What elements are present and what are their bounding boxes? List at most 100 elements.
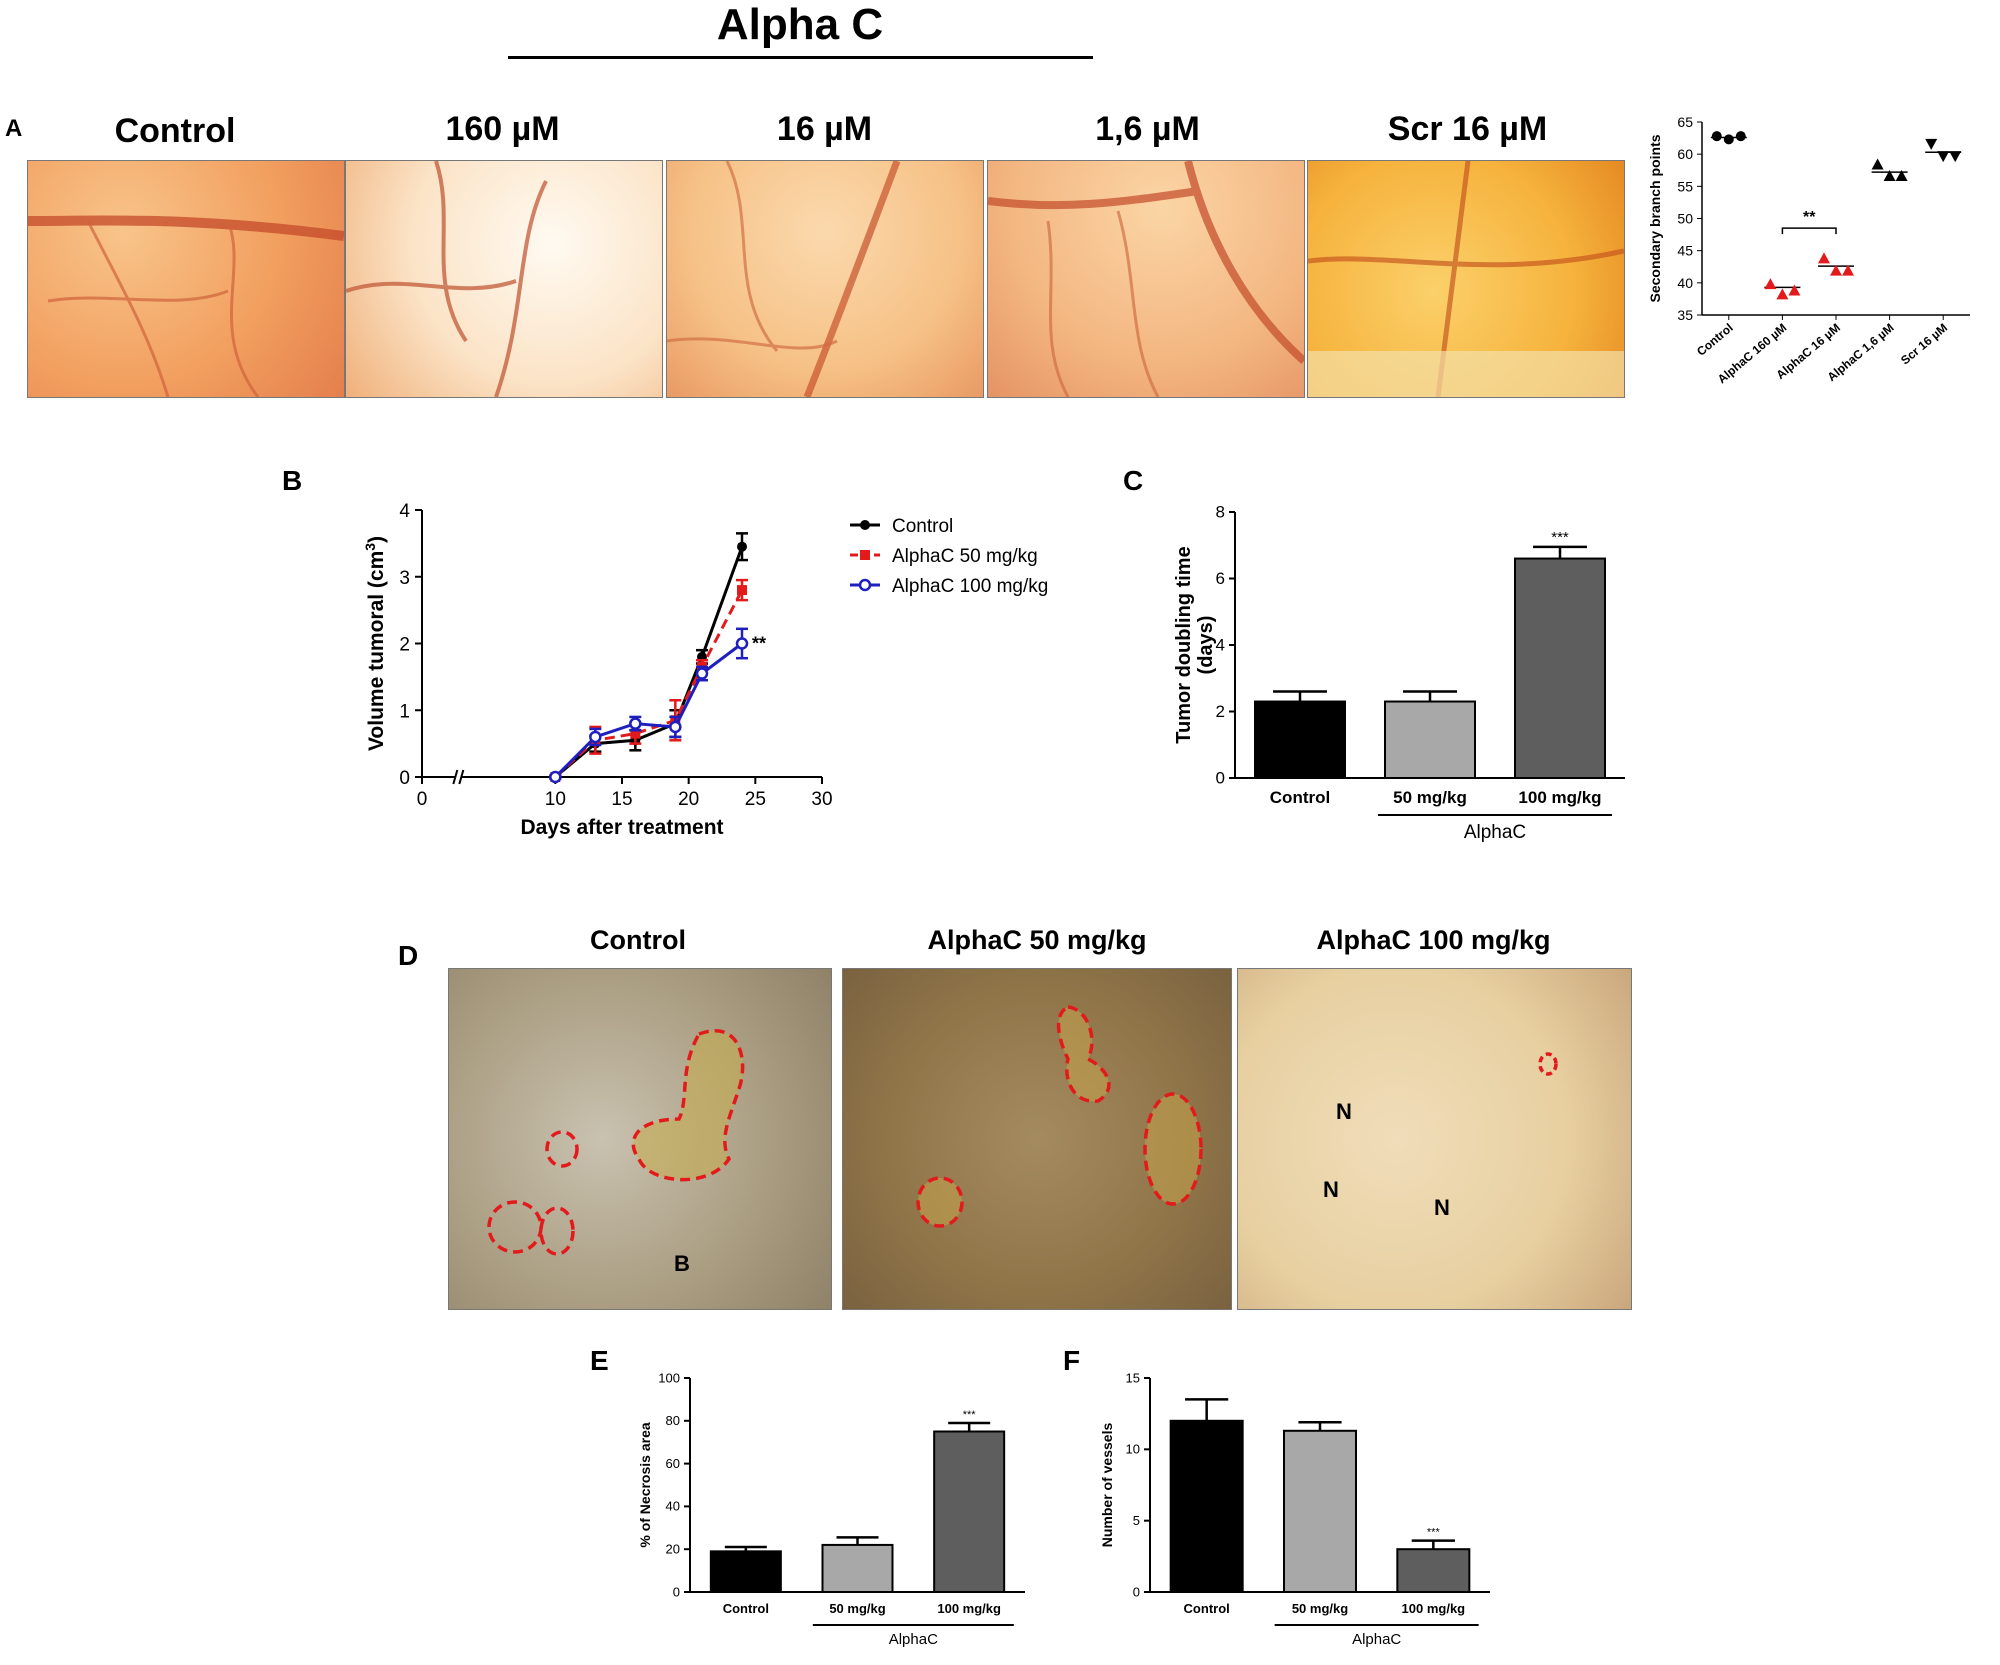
a-x-tick-label: Control	[1694, 321, 1736, 359]
b-legend-label: Control	[892, 516, 953, 537]
b-y-tick-label: 0	[399, 768, 410, 789]
C_bar-y-tick-label: 2	[1216, 702, 1225, 721]
b-y-tick-label: 2	[399, 635, 410, 656]
C_bar-x-tick-label: Control	[1270, 788, 1330, 807]
panel-letter-d: D	[398, 940, 419, 971]
cam-image-160uM	[345, 160, 663, 398]
C_bar-y-axis-label: Tumor doubling time(days)	[1173, 546, 1217, 743]
E_bar-x-tick-label: Control	[723, 1601, 769, 1616]
F_bar-y-axis-label: Number of vessels	[1099, 1423, 1115, 1548]
a-data-point	[1788, 284, 1801, 296]
b-series-line	[554, 546, 744, 779]
cam-image-1-6uM	[987, 160, 1305, 398]
histo-label-50: AlphaC 50 mg/kg	[927, 925, 1147, 955]
vessels-count-chart: 0 5 10 15 Number of vessels Control 50 mg/kg 10…	[1099, 1370, 1490, 1648]
a-significance-bracket	[1781, 227, 1837, 235]
C_bar-y-tick-label: 8	[1216, 503, 1225, 522]
histo-label-100: AlphaC 100 mg/kg	[1316, 925, 1551, 955]
b-y-tick-label: 1	[399, 701, 410, 722]
E_bar-y-tick-label: 40	[666, 1499, 680, 1514]
a-data-point	[1723, 134, 1734, 145]
histology-label-b: B	[674, 1251, 690, 1276]
cam-image-16uM	[666, 160, 984, 398]
b-data-point	[737, 585, 747, 596]
E_bar-y-tick-label: 100	[658, 1370, 680, 1385]
C_bar-x-tick-label: 100 mg/kg	[1518, 788, 1601, 807]
b-significance-label: **	[752, 634, 766, 654]
b-data-point	[735, 637, 749, 650]
a-data-point	[1895, 170, 1908, 182]
doubling-time-chart: 0 2 4 6 8 Tumor doubling time(days) Control 50 …	[1173, 503, 1625, 843]
a-y-tick-label: 55	[1677, 178, 1693, 194]
b-axis-break	[452, 769, 459, 785]
F_bar-y-tick-label: 0	[1133, 1584, 1140, 1599]
a-y-tick-label: 50	[1677, 211, 1693, 227]
col-label-control: Control	[114, 112, 236, 150]
histology-control: B	[448, 968, 832, 1310]
b-data-point	[629, 717, 642, 730]
a-y-tick-label: 65	[1677, 114, 1693, 130]
title-underline	[508, 56, 1093, 59]
E_bar-bar	[821, 1543, 894, 1593]
F_bar-x-tick-label: 50 mg/kg	[1292, 1601, 1348, 1616]
F_bar-y-tick-label: 5	[1133, 1513, 1140, 1528]
E_bar-significance-label: ***	[963, 1409, 977, 1421]
a-y-tick-label: 60	[1677, 146, 1693, 162]
C_bar-y-tick-label: 0	[1216, 769, 1225, 788]
b-x-tick-label: 30	[811, 789, 832, 810]
a-data-point	[1776, 288, 1789, 300]
F_bar-bar	[1283, 1429, 1357, 1593]
b-series-line	[554, 642, 743, 779]
panel-letter-e: E	[590, 1345, 609, 1376]
C_bar-bar	[1384, 700, 1476, 779]
col-label-1-6uM: 1,6 µM	[1095, 110, 1200, 148]
b-series-line	[554, 589, 744, 779]
histology-label-n1: N	[1336, 1099, 1352, 1124]
a-significance-label: **	[1803, 209, 1816, 226]
histo-label-control: Control	[590, 925, 686, 955]
b-legend-marker	[860, 550, 870, 560]
b-y-axis-label: Volume tumoral (cm3)	[362, 536, 388, 751]
C_bar-x-tick-label: 50 mg/kg	[1393, 788, 1467, 807]
b-x-tick-label: 25	[745, 789, 766, 810]
E_bar-y-tick-label: 60	[666, 1456, 680, 1471]
panel-letter-a: A	[5, 115, 23, 142]
E_bar-bar	[709, 1550, 782, 1593]
b-x-tick-label: 10	[545, 789, 566, 810]
figure-title: Alpha C	[716, 0, 884, 49]
b-x-tick-label: 20	[678, 789, 699, 810]
b-y-tick-label: 3	[399, 568, 410, 589]
b-legend-marker	[858, 578, 872, 592]
branch-points-chart: 35 40 45 50 55 60 65 Secondary branch points Con…	[1647, 114, 1970, 386]
a-data-point	[1842, 264, 1854, 276]
F_bar-y-tick-label: 15	[1126, 1370, 1140, 1385]
a-data-point	[1735, 131, 1746, 142]
b-data-point	[630, 728, 641, 739]
b-data-point	[549, 770, 562, 784]
C_bar-bar	[1514, 557, 1606, 779]
F_bar-x-tick-label: Control	[1184, 1601, 1230, 1616]
b-x-tick-label: 15	[611, 789, 632, 810]
F_bar-bar	[1169, 1419, 1244, 1593]
b-legend-label: AlphaC 100 mg/kg	[892, 576, 1048, 597]
b-data-point	[737, 541, 747, 552]
E_bar-group-label: AlphaC	[889, 1631, 938, 1648]
panel-letter-c: C	[1123, 465, 1144, 496]
col-label-scr16uM: Scr 16 µM	[1387, 110, 1548, 148]
a-data-point	[1830, 264, 1842, 276]
C_bar-y-tick-label: 6	[1216, 569, 1225, 588]
a-data-point	[1711, 131, 1722, 142]
b-y-tick-label: 4	[399, 501, 410, 522]
b-data-point	[669, 720, 682, 734]
histology-label-n2: N	[1323, 1177, 1339, 1202]
a-data-point	[1871, 158, 1884, 170]
F_bar-bar	[1396, 1548, 1471, 1593]
a-data-point	[1818, 252, 1830, 264]
histology-label-n3: N	[1434, 1195, 1450, 1220]
panel-letter-f: F	[1063, 1345, 1081, 1376]
a-data-point	[1764, 278, 1777, 290]
b-legend-marker	[860, 520, 870, 530]
a-x-tick-label: Scr 16 µM	[1898, 321, 1950, 368]
E_bar-bar	[933, 1430, 1006, 1593]
b-data-point	[695, 667, 709, 680]
